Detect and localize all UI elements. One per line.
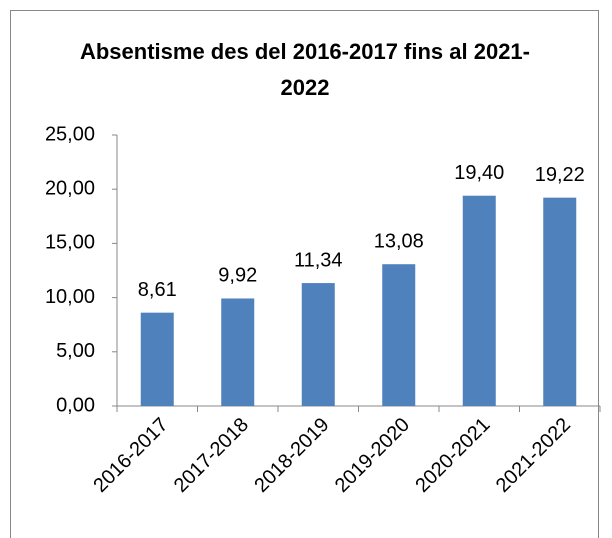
x-tick-label: 2017-2018	[170, 414, 253, 497]
value-label: 8,61	[138, 279, 177, 301]
bar	[301, 283, 335, 406]
y-tick-label: 20,00	[45, 177, 95, 199]
bar	[221, 298, 255, 406]
y-tick-label: 15,00	[45, 232, 95, 254]
x-tick-label: 2019-2020	[331, 414, 414, 497]
chart-border	[10, 10, 599, 538]
y-tick-label: 25,00	[45, 123, 95, 145]
chart-title: Absentisme des del 2016-2017 fins al 202…	[79, 39, 530, 100]
bar	[140, 312, 174, 406]
y-tick-label: 0,00	[56, 394, 95, 416]
bar	[382, 264, 416, 406]
bar	[462, 195, 496, 406]
x-tick-label: 2021-2022	[492, 414, 575, 497]
y-tick-label: 10,00	[45, 286, 95, 308]
value-label: 13,08	[374, 230, 424, 252]
bar	[543, 197, 577, 406]
x-tick-label: 2016-2017	[89, 414, 172, 497]
value-label: 19,40	[454, 162, 504, 184]
value-label: 19,22	[535, 164, 585, 186]
value-label: 9,92	[218, 265, 257, 287]
x-tick-label: 2018-2019	[250, 414, 333, 497]
x-tick-label: 2020-2021	[411, 414, 494, 497]
value-label: 11,34	[294, 249, 343, 271]
y-tick-label: 5,00	[56, 340, 95, 362]
